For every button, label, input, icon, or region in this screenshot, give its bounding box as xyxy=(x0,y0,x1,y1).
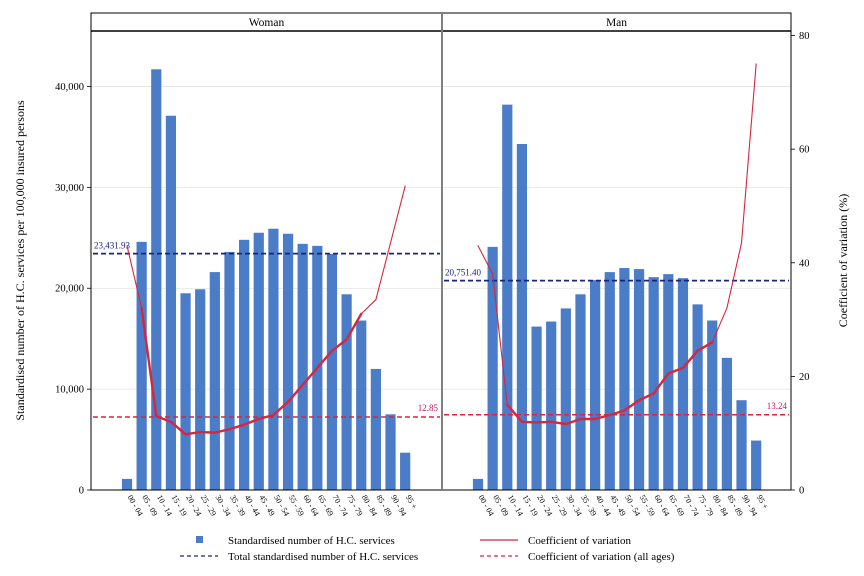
bar-man-20-24 xyxy=(531,326,542,490)
cv-line-thin xyxy=(360,185,406,315)
bar-woman-20-24 xyxy=(180,293,191,490)
cv-line-thin xyxy=(711,63,757,343)
y2-tick-label: 20 xyxy=(799,372,810,383)
legend-label: Total standardised number of H.C. servic… xyxy=(228,551,418,563)
bar-man-15-19 xyxy=(516,143,528,490)
y2-axis-title: Coefficient of variation (%) xyxy=(836,194,850,327)
bar-woman-45-49 xyxy=(253,232,264,490)
bar-woman-10-14 xyxy=(151,69,162,490)
bar-woman-70-74 xyxy=(326,253,338,490)
bar-man-10-14 xyxy=(502,104,513,491)
bar-man-00-04 xyxy=(472,478,484,490)
bar-woman-80-84 xyxy=(356,320,367,490)
panel-strip xyxy=(442,13,791,31)
y2-tick-label: 80 xyxy=(799,31,810,42)
bar-man-05-09 xyxy=(487,246,498,490)
y2-tick-label: 40 xyxy=(799,258,810,269)
bar-man-45-49 xyxy=(604,272,615,490)
y-tick-label: 20,000 xyxy=(55,284,84,295)
bar-man-30-34 xyxy=(560,308,571,490)
bar-man-75-79 xyxy=(692,304,703,490)
y-tick-label: 30,000 xyxy=(55,183,84,194)
legend-item-bar: Standardised number of H.C. services xyxy=(196,535,395,547)
bar-man-35-39 xyxy=(575,294,586,490)
bar-man-60-64 xyxy=(648,277,659,490)
cv-line-thin xyxy=(126,245,143,309)
bar-woman-60-64 xyxy=(297,243,308,490)
y2-tick-label: 0 xyxy=(799,486,804,497)
bar-man-80-84 xyxy=(707,320,718,490)
legend-item-cv_all: Coefficient of variation (all ages) xyxy=(480,551,675,563)
panel-strip xyxy=(91,13,442,31)
bar-woman-90-94 xyxy=(385,414,396,490)
total-label: 20,751.40 xyxy=(445,268,482,278)
bar-man-90-94 xyxy=(736,400,747,490)
panel-title: Man xyxy=(606,17,627,29)
bar-man-55-59 xyxy=(633,269,645,490)
bar-woman-50-54 xyxy=(268,228,279,490)
bar-woman-40-44 xyxy=(239,239,250,490)
y-tick-label: 10,000 xyxy=(55,385,84,396)
axis-layer: 0 10,000 20,000 30,000 40,000 0 20 40 60 80 Standa… xyxy=(13,12,850,497)
cv-all-label: 12.85 xyxy=(418,403,439,413)
bar-woman-00-04 xyxy=(121,478,133,490)
cv-line xyxy=(506,341,714,426)
bar-woman-25-29 xyxy=(195,289,206,490)
bar-woman-75-79 xyxy=(341,294,352,490)
bar-man-70-74 xyxy=(677,278,689,490)
y-axis-title: Standardised number of H.C. services per… xyxy=(13,100,27,421)
cv-all-label: 13.24 xyxy=(767,401,788,411)
panel-title: Woman xyxy=(249,17,285,29)
y2-tick-label: 60 xyxy=(799,145,810,156)
legend-swatch xyxy=(196,536,203,543)
legend-label: Coefficient of variation xyxy=(528,535,632,547)
y-tick-label: 0 xyxy=(79,486,84,497)
total-label: 23,431.93 xyxy=(94,241,131,251)
bar-man-50-54 xyxy=(619,268,630,490)
legend-label: Standardised number of H.C. services xyxy=(228,535,395,547)
bar-woman-85-89 xyxy=(370,368,381,490)
bar-woman-30-34 xyxy=(209,272,220,490)
legend-item-cv: Coefficient of variation xyxy=(480,535,632,547)
cv-line-thin xyxy=(477,245,508,406)
bar-woman-55-59 xyxy=(282,233,294,490)
y-tick-label: 40,000 xyxy=(55,82,84,93)
legend-item-total: Total standardised number of H.C. servic… xyxy=(180,551,418,563)
bar-man-85-89 xyxy=(721,357,732,490)
bar-woman-35-39 xyxy=(224,251,235,490)
bar-woman-95+ xyxy=(400,452,411,490)
bar-man-40-44 xyxy=(590,280,601,490)
cv-line xyxy=(140,307,363,436)
bar-woman-15-19 xyxy=(165,115,177,490)
bar-man-95+ xyxy=(751,440,762,490)
legend-layer: Standardised number of H.C. services Coef… xyxy=(180,535,675,563)
legend-label: Coefficient of variation (all ages) xyxy=(528,551,675,563)
bar-woman-05-09 xyxy=(136,241,147,490)
bar-man-25-29 xyxy=(546,321,557,490)
bar-man-65-69 xyxy=(663,274,674,490)
